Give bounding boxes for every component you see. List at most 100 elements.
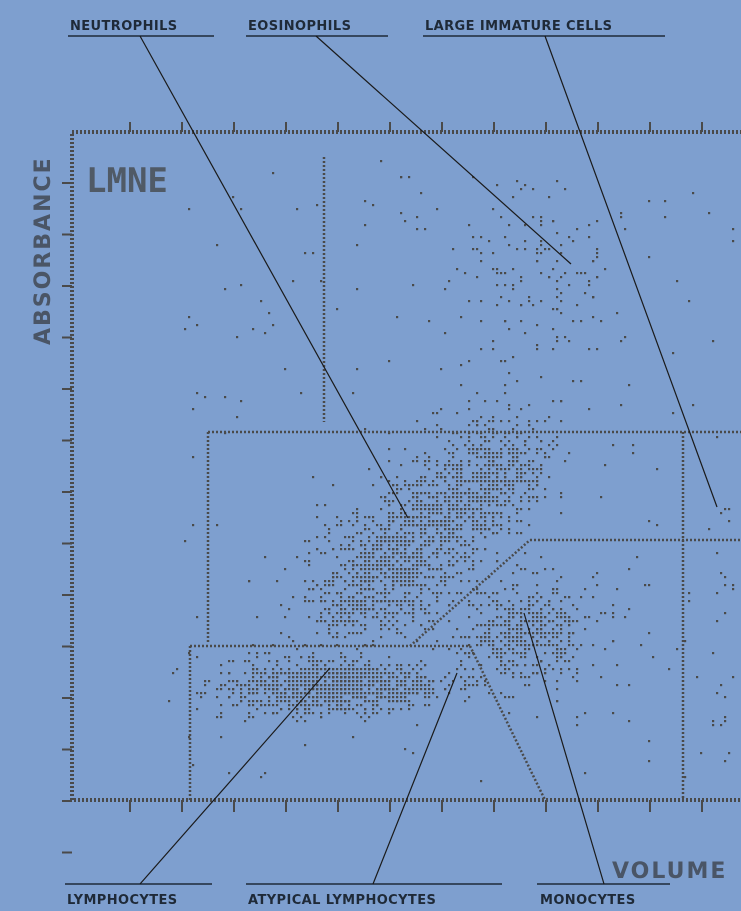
scatter-point — [576, 668, 579, 671]
scatter-point — [496, 468, 499, 471]
scatter-point — [380, 548, 383, 551]
scatter-point — [532, 620, 535, 623]
scatter-point — [472, 588, 475, 591]
scatter-point — [460, 664, 463, 667]
scatter-point — [304, 680, 307, 683]
scatter-point — [448, 520, 451, 523]
scatter-point — [456, 492, 459, 495]
scatter-point — [452, 508, 455, 511]
scatter-point — [572, 320, 575, 323]
scatter-point — [468, 488, 471, 491]
scatter-point — [456, 476, 459, 479]
scatter-point — [388, 620, 391, 623]
scatter-point — [444, 516, 447, 519]
scatter-point — [496, 184, 499, 187]
scatter-point — [492, 624, 495, 627]
scatter-point — [380, 528, 383, 531]
scatter-point — [456, 464, 459, 467]
scatter-point — [284, 568, 287, 571]
scatter-point — [320, 600, 323, 603]
scatter-point — [400, 552, 403, 555]
scatter-point — [452, 636, 455, 639]
scatter-point — [288, 688, 291, 691]
scatter-point — [664, 216, 667, 219]
scatter-point — [504, 492, 507, 495]
scatter-point — [420, 556, 423, 559]
scatter-point — [428, 692, 431, 695]
scatter-point — [404, 536, 407, 539]
scatter-point — [328, 696, 331, 699]
scatter-point — [276, 696, 279, 699]
scatter-point — [440, 492, 443, 495]
scatter-point — [588, 236, 591, 239]
scatter-point — [284, 368, 287, 371]
scatter-point — [472, 516, 475, 519]
scatter-point — [316, 660, 319, 663]
scatter-point — [344, 636, 347, 639]
scatter-point — [356, 608, 359, 611]
scatter-point — [204, 396, 207, 399]
scatter-point — [508, 460, 511, 463]
scatter-point — [452, 532, 455, 535]
scatter-point — [272, 676, 275, 679]
scatter-point — [508, 372, 511, 375]
scatter-point — [380, 580, 383, 583]
scatter-point — [260, 684, 263, 687]
scatter-point — [428, 564, 431, 567]
scatter-point — [484, 680, 487, 683]
scatter-point — [508, 224, 511, 227]
scatter-point — [528, 460, 531, 463]
scatter-point — [560, 672, 563, 675]
scatter-point — [500, 692, 503, 695]
scatter-point — [368, 608, 371, 611]
scatter-point — [536, 324, 539, 327]
scatter-point — [304, 672, 307, 675]
scatter-point — [500, 448, 503, 451]
scatter-point — [396, 620, 399, 623]
scatter-point — [364, 588, 367, 591]
scatter-point — [332, 672, 335, 675]
scatter-point — [552, 268, 555, 271]
scatter-point — [420, 484, 423, 487]
scatter-point — [216, 696, 219, 699]
scatter-point — [732, 584, 735, 587]
scatter-point — [340, 608, 343, 611]
scatter-point — [376, 536, 379, 539]
scatter-point — [512, 648, 515, 651]
label-atypical-lymphocytes: ATYPICAL LYMPHOCYTES — [248, 893, 436, 908]
scatter-point — [412, 688, 415, 691]
scatter-point — [428, 504, 431, 507]
scatter-point — [636, 556, 639, 559]
scatter-point — [396, 476, 399, 479]
scatter-point — [248, 680, 251, 683]
scatter-point — [492, 520, 495, 523]
scatter-point — [320, 676, 323, 679]
scatter-point — [380, 664, 383, 667]
scatter-point — [688, 600, 691, 603]
scatter-point — [504, 320, 507, 323]
scatter-point — [416, 572, 419, 575]
scatter-point — [512, 584, 515, 587]
scatter-point — [404, 504, 407, 507]
scatter-point — [360, 576, 363, 579]
scatter-point — [552, 592, 555, 595]
scatter-point — [516, 644, 519, 647]
scatter-point — [424, 704, 427, 707]
scatter-point — [436, 548, 439, 551]
scatter-point — [364, 524, 367, 527]
scatter-point — [488, 636, 491, 639]
scatter-point — [296, 672, 299, 675]
scatter-point — [280, 632, 283, 635]
scatter-point — [344, 624, 347, 627]
annotation-monocytes: MONOCYTES — [523, 612, 670, 908]
scatter-point — [316, 672, 319, 675]
scatter-point — [528, 424, 531, 427]
scatter-point — [576, 228, 579, 231]
scatter-point — [388, 544, 391, 547]
scatter-point — [424, 584, 427, 587]
scatter-point — [328, 700, 331, 703]
scatter-point — [516, 472, 519, 475]
scatter-point — [424, 688, 427, 691]
scatter-point — [476, 248, 479, 251]
gate-lines — [188, 157, 741, 801]
